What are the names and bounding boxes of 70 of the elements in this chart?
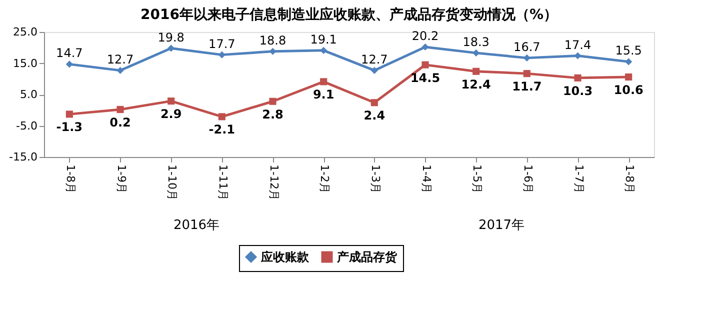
text: 2017年 bbox=[478, 218, 525, 233]
point bbox=[66, 110, 73, 118]
data-label: 17.7 bbox=[208, 36, 236, 51]
data-label: 2.8 bbox=[262, 107, 284, 122]
point bbox=[472, 49, 480, 56]
data-label: 15.5 bbox=[615, 44, 642, 58]
data-label: 10.6 bbox=[614, 83, 644, 97]
x-tick-label: 1-8月 bbox=[623, 164, 636, 194]
point bbox=[625, 73, 632, 81]
y-tick-label: 15.0 bbox=[13, 56, 38, 70]
data-label: 12.7 bbox=[106, 52, 134, 66]
data-label: 2.9 bbox=[160, 107, 182, 122]
point bbox=[370, 99, 378, 106]
legend-label: 应收账款 bbox=[260, 250, 310, 264]
point bbox=[116, 66, 124, 74]
data-label: 20.2 bbox=[412, 29, 439, 43]
y-tick-label: 5.0 bbox=[20, 88, 38, 101]
point bbox=[168, 44, 175, 52]
x-tick-label: 1-5月 bbox=[470, 164, 484, 194]
x-tick-label: 1-10月 bbox=[166, 164, 179, 200]
data-label: -1.3 bbox=[56, 120, 83, 134]
point bbox=[472, 68, 480, 75]
data-label: 14.5 bbox=[410, 70, 440, 85]
data-label: 10.3 bbox=[562, 84, 593, 98]
point bbox=[625, 58, 632, 66]
point bbox=[422, 43, 429, 51]
point bbox=[66, 60, 73, 68]
data-label: 16.7 bbox=[514, 40, 540, 54]
point bbox=[422, 61, 429, 68]
x-tick-label: 1-11月 bbox=[216, 164, 230, 200]
data-label: 2.4 bbox=[364, 108, 386, 123]
data-label: 17.4 bbox=[564, 38, 592, 52]
data-label: -2.1 bbox=[208, 122, 236, 137]
point bbox=[523, 54, 530, 62]
point bbox=[218, 113, 226, 120]
x-tick-label: 1-3月 bbox=[368, 164, 382, 194]
data-label: 18.3 bbox=[462, 34, 490, 49]
text: 2016年 bbox=[173, 218, 220, 233]
data-label: 12.7 bbox=[361, 52, 388, 66]
chart-title: 2016年以来电子信息制造业应收账款、产成品存货变动情况（%） bbox=[140, 6, 558, 23]
y-tick-label: 25.0 bbox=[13, 26, 38, 38]
x-tick-label: 1-9月 bbox=[114, 164, 128, 194]
x-tick-label: 1-2月 bbox=[318, 164, 332, 194]
y-tick-label: -15.0 bbox=[9, 150, 38, 164]
point bbox=[370, 66, 378, 74]
point bbox=[269, 98, 276, 105]
point bbox=[168, 98, 175, 105]
data-label: 12.4 bbox=[461, 77, 491, 92]
data-label: 19.8 bbox=[158, 30, 184, 44]
point bbox=[320, 78, 328, 86]
point bbox=[523, 70, 530, 78]
point bbox=[320, 46, 328, 54]
x-tick-label: 1-7月 bbox=[572, 164, 586, 194]
point bbox=[218, 51, 226, 58]
legend-label: 产成品存货 bbox=[336, 250, 398, 264]
x-tick-label: 1-12月 bbox=[267, 164, 280, 200]
data-label: 0.2 bbox=[110, 116, 131, 130]
data-label: 9.1 bbox=[312, 88, 334, 102]
data-label: 11.7 bbox=[512, 80, 542, 94]
point bbox=[574, 52, 582, 60]
data-label: 18.8 bbox=[259, 33, 286, 48]
point bbox=[269, 48, 276, 55]
point bbox=[116, 106, 124, 114]
x-tick-label: 1-6月 bbox=[521, 164, 534, 194]
data-label: 14.7 bbox=[56, 46, 83, 60]
point bbox=[574, 74, 582, 82]
x-tick-label: 1-8月 bbox=[64, 164, 77, 194]
y-tick-label: -5.0 bbox=[16, 119, 38, 132]
data-label: 19.1 bbox=[310, 32, 337, 46]
x-tick-label: 1-4月 bbox=[420, 164, 433, 194]
